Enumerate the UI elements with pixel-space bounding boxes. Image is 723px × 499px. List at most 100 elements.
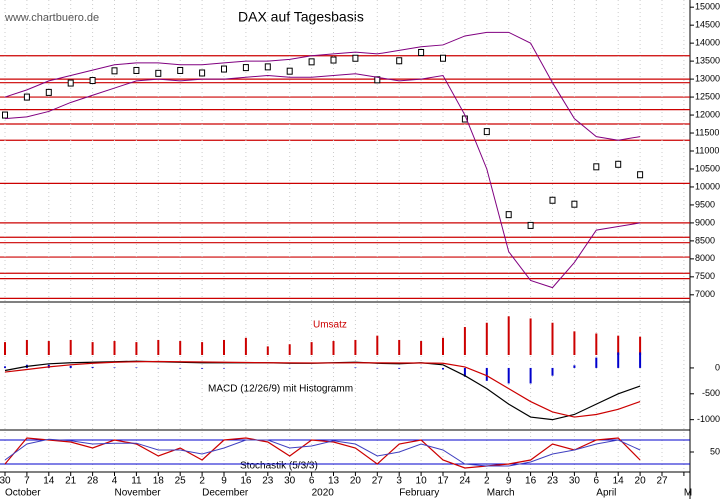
candle [89,77,96,85]
candle [352,54,359,62]
volume-bar [617,335,620,355]
candle [440,54,446,62]
candle [177,66,184,74]
histogram-bar [551,367,554,376]
x-tick-label: 2 [484,476,490,487]
histogram-bar [398,367,401,369]
month-label: November [115,488,162,499]
histogram-bar [179,367,182,369]
x-tick-label: 28 [87,476,99,487]
candle [133,66,140,74]
x-tick-label: 4 [112,476,118,487]
x-tick-label: 27 [656,476,668,487]
candle [527,221,534,229]
y-tick-label: 11000 [695,145,719,155]
x-tick-label: 6 [309,476,315,487]
candle [67,79,74,87]
histogram-bar [135,367,138,368]
volume-bar [507,316,510,355]
x-tick-label: 9 [221,476,227,487]
candle [505,211,512,219]
x-tick-label: 2 [199,476,205,487]
macd-label: MACD (12/26/9) mit Histogramm [208,384,353,395]
y-tick-label: 13000 [695,73,720,83]
y-tick-label: 10500 [695,163,720,173]
x-tick-label: 11 [131,476,142,487]
y-tick-label: 10000 [695,181,720,191]
y-tick-label: 8500 [695,235,715,245]
y-tick-label: 9000 [695,217,715,227]
x-tick-label: 9 [506,476,512,487]
volume-bar [442,337,444,355]
x-tick-label: 25 [175,476,187,487]
candle [264,63,271,71]
volume-bar [573,331,576,355]
bollinger-band [4,31,641,141]
x-tick-label: 24 [459,476,471,487]
volume-bar [91,342,94,355]
candle [330,56,337,64]
y-tick-label: 7000 [695,289,715,299]
candle [418,48,425,56]
x-tick-label: 23 [547,476,559,487]
volume-bar [201,342,204,355]
candle [242,64,249,72]
histogram-bar [442,367,444,370]
y-tick-label: -1000 [697,414,720,424]
month-label: December [202,488,249,499]
month-label: March [487,488,515,499]
volume-bar [485,322,488,355]
histogram-bar [639,352,642,368]
y-tick-label: 11500 [695,127,719,137]
volume-bar [354,339,357,355]
x-tick-label: 20 [635,476,647,487]
candle [199,69,206,77]
watermark: www.chartbuero.de [4,12,99,24]
y-tick-label: 14500 [695,20,720,30]
volume-bar [310,342,313,355]
y-tick-label: -500 [702,388,720,398]
volume-bar [529,318,532,355]
histogram-bar [573,365,576,368]
y-tick-label: 9500 [695,199,715,209]
stoch-d [4,438,641,467]
histogram-bar [69,365,72,368]
candle [23,93,30,101]
month-label: 2020 [312,488,335,499]
x-tick-label: 10 [416,476,428,487]
y-tick-label: 50 [710,446,720,456]
signal-line [4,360,641,418]
volume-bar [463,327,466,355]
volume-bar [69,339,72,355]
volume-bar [113,341,116,355]
histogram-bar [223,367,225,369]
histogram-bar [113,367,116,368]
stoch-k [4,437,641,469]
x-tick-label: 14 [613,476,625,487]
volume-bar [420,341,423,355]
month-label: February [399,488,439,499]
volume-bar [157,339,160,355]
month-label: October [5,488,41,499]
x-tick-label: 21 [65,476,77,487]
x-tick-label: 16 [525,476,537,487]
stochastic-label: Stochastik (5/3/3) [240,461,318,472]
volume-bar [398,339,401,355]
candle [396,57,403,65]
x-tick-label: 7 [24,476,30,487]
volume-bar [376,335,379,355]
x-tick-label: 6 [594,476,600,487]
volume-bar [244,337,247,355]
month-label: M [684,488,692,499]
volume-bar [595,333,598,355]
x-tick-label: 17 [437,476,449,487]
candle [571,200,578,208]
y-tick-label: 13500 [695,55,720,65]
x-tick-label: 30 [284,476,296,487]
candle [549,196,556,204]
candle [111,67,118,75]
y-tick-label: 14000 [695,38,720,48]
x-tick-label: 16 [240,476,252,487]
